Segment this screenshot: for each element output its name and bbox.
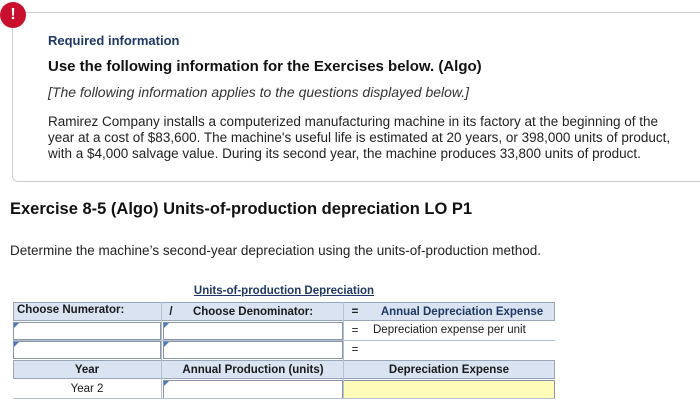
alert-icon: !: [0, 2, 26, 28]
year-header: Year: [74, 364, 100, 376]
grid-line: [343, 302, 344, 399]
second-header-row: [13, 360, 555, 379]
numerator-input-1[interactable]: [13, 322, 161, 340]
annual-production-input[interactable]: [163, 380, 343, 399]
denominator-header: Choose Denominator:: [192, 306, 314, 318]
grid-line: [161, 302, 162, 399]
equals-symbol-1: =: [351, 325, 359, 337]
grid-line: [13, 340, 555, 341]
equals-symbol: =: [351, 306, 359, 318]
required-info-heading: Required information: [48, 33, 180, 48]
depreciation-expense-header: Depreciation Expense: [388, 364, 510, 376]
instructions-heading: Use the following information for the Ex…: [48, 58, 482, 75]
numerator-header: Choose Numerator:: [17, 304, 125, 316]
annual-production-header: Annual Production (units): [182, 364, 324, 376]
required-info-panel: [12, 12, 700, 182]
year-label: Year 2: [70, 383, 104, 395]
grid-line: [13, 398, 555, 399]
table-title: Units-of-production Depreciation: [193, 285, 375, 297]
denominator-input-2[interactable]: [163, 341, 343, 359]
result-label-1: Depreciation expense per unit: [373, 324, 526, 336]
denominator-input-1[interactable]: [163, 322, 343, 340]
depreciation-expense-cell: [343, 380, 555, 399]
exercise-instruction: Determine the machine’s second-year depr…: [10, 243, 542, 258]
equals-symbol-2: =: [351, 344, 359, 356]
depreciation-table: Units-of-production Depreciation Choose …: [13, 282, 555, 400]
italic-note: [The following information applies to th…: [48, 84, 470, 100]
header-row: [13, 302, 555, 321]
exercise-title: Exercise 8-5 (Algo) Units-of-production …: [10, 200, 473, 218]
scenario-text: Ramirez Company installs a computerized …: [48, 114, 671, 161]
result-cell-2: [369, 341, 555, 359]
result-header: Annual Depreciation Expense: [380, 306, 544, 318]
divide-symbol: /: [169, 306, 173, 318]
numerator-input-2[interactable]: [13, 341, 161, 359]
